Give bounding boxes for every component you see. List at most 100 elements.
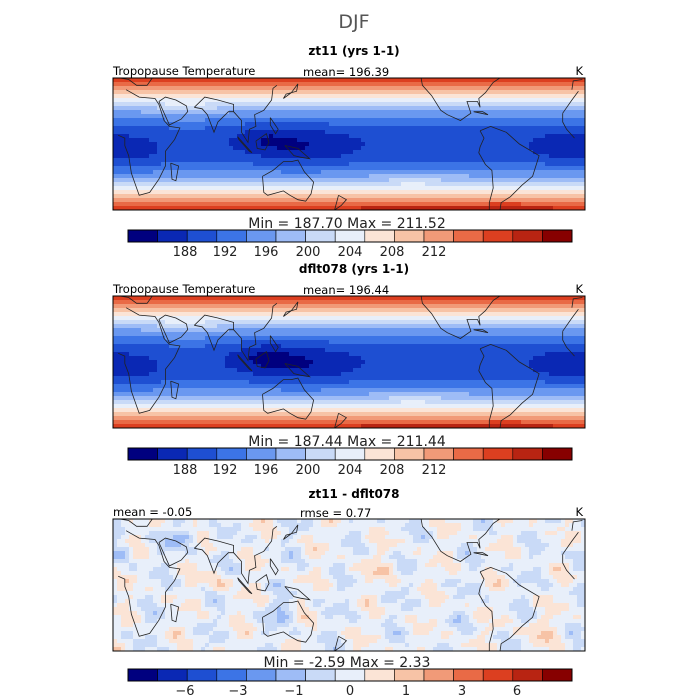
heatmap-cell (429, 539, 498, 544)
heatmap-cell (113, 380, 162, 385)
heatmap-cell (265, 607, 278, 612)
heatmap-cell (229, 615, 246, 620)
heatmap-cell (229, 631, 238, 636)
panel-2-coastlines (118, 296, 583, 428)
heatmap-cell (405, 639, 470, 644)
heatmap-cell (345, 615, 362, 620)
heatmap-cell (389, 555, 406, 560)
heatmap-cell (333, 563, 346, 568)
heatmap-cell (205, 102, 585, 107)
heatmap-cell (113, 110, 142, 115)
heatmap-cell (233, 595, 270, 600)
heatmap-cell (361, 627, 386, 632)
heatmap-cell (185, 631, 194, 636)
heatmap-cell (521, 555, 530, 560)
panel-2-colorbar-ticks: 188 192 196 200 204 208 212 (173, 463, 447, 478)
heatmap-cell (401, 587, 410, 592)
heatmap-cell (213, 619, 218, 624)
heatmap-cell (345, 587, 402, 592)
heatmap-cell (177, 647, 194, 651)
heatmap-cell (113, 639, 118, 644)
heatmap-cell (145, 543, 158, 548)
heatmap-cell (149, 571, 170, 576)
heatmap-cell (145, 615, 166, 620)
heatmap-cell (137, 575, 150, 580)
heatmap-cell (537, 619, 550, 624)
heatmap-cell (569, 523, 582, 528)
heatmap-cell (425, 400, 585, 405)
colorbar-swatch (305, 229, 336, 243)
heatmap-cell (117, 595, 130, 600)
heatmap-cell (313, 587, 330, 592)
heatmap-cell (369, 603, 378, 608)
heatmap-cell (125, 599, 130, 604)
colorbar-swatch (186, 668, 218, 682)
heatmap-cell (229, 619, 246, 624)
heatmap-cell (441, 178, 585, 183)
heatmap-cell (477, 567, 486, 572)
heatmap-cell (169, 126, 206, 131)
heatmap-cell (533, 356, 585, 361)
heatmap-cell (473, 611, 494, 616)
heatmap-cell (489, 531, 498, 536)
heatmap-cell (369, 392, 470, 397)
heatmap-cell (113, 316, 585, 321)
heatmap-cell (321, 611, 358, 616)
heatmap-cell (157, 142, 230, 147)
heatmap-cell (237, 631, 246, 636)
heatmap-cell (205, 126, 585, 131)
panel-2-frame (112, 295, 586, 429)
heatmap-cell (197, 551, 206, 556)
heatmap-cell (305, 551, 326, 556)
heatmap-cell (173, 599, 186, 604)
heatmap-cell (177, 635, 186, 640)
heatmap-cell (345, 647, 354, 651)
heatmap-cell (217, 583, 226, 588)
heatmap-cell (197, 615, 210, 620)
heatmap-cell (533, 595, 554, 600)
heatmap-cell (113, 615, 122, 620)
heatmap-cell (197, 563, 218, 568)
heatmap-cell (177, 643, 194, 648)
heatmap-cell (573, 587, 585, 592)
heatmap-cell (333, 519, 342, 524)
heatmap-cell (113, 178, 390, 183)
heatmap-cell (229, 623, 254, 628)
heatmap-cell (469, 551, 478, 556)
heatmap-cell (321, 170, 585, 175)
heatmap-cell (581, 523, 585, 528)
heatmap-cell (473, 631, 482, 636)
heatmap-cell (369, 174, 470, 179)
heatmap-cell (533, 368, 585, 373)
heatmap-cell (409, 587, 418, 592)
heatmap-cell (549, 619, 585, 624)
heatmap-cell (397, 567, 418, 572)
heatmap-cell (345, 635, 382, 640)
heatmap-cell (485, 627, 494, 632)
heatmap-cell (317, 547, 330, 552)
heatmap-cell (269, 603, 290, 608)
heatmap-cell (429, 519, 446, 524)
heatmap-cell (565, 631, 570, 636)
heatmap-cell (321, 519, 330, 524)
heatmap-cell (361, 647, 386, 651)
heatmap-cell (557, 527, 566, 532)
heatmap-cell (513, 631, 542, 636)
heatmap-cell (369, 599, 378, 604)
panel-1-tick-2: 192 (213, 245, 238, 260)
heatmap-cell (217, 106, 585, 111)
heatmap-cell (193, 643, 206, 648)
heatmap-cell (261, 138, 298, 143)
heatmap-cell (261, 531, 282, 536)
heatmap-cell (333, 583, 338, 588)
heatmap-cell (293, 619, 298, 624)
heatmap-cell (485, 635, 494, 640)
heatmap-cell (329, 547, 354, 552)
heatmap-cell (209, 539, 242, 544)
heatmap-cell (157, 543, 166, 548)
heatmap-cell (165, 615, 198, 620)
heatmap-cell (141, 619, 146, 624)
heatmap-cell (297, 575, 322, 580)
heatmap-cell (113, 312, 585, 317)
heatmap-cell (493, 583, 502, 588)
